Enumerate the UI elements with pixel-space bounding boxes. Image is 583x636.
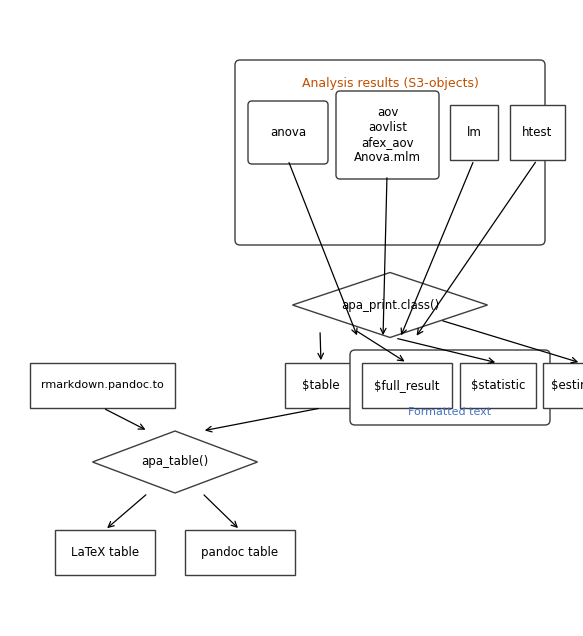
Text: lm: lm	[466, 126, 482, 139]
Text: htest: htest	[522, 126, 553, 139]
Text: $full_result: $full_result	[374, 379, 440, 392]
FancyBboxPatch shape	[336, 91, 439, 179]
FancyBboxPatch shape	[362, 363, 452, 408]
FancyBboxPatch shape	[248, 101, 328, 164]
FancyBboxPatch shape	[510, 105, 565, 160]
Polygon shape	[293, 272, 487, 338]
FancyBboxPatch shape	[55, 530, 155, 575]
FancyBboxPatch shape	[185, 530, 295, 575]
Text: apa_table(): apa_table()	[141, 455, 209, 469]
Text: aov
aovlist
afex_aov
Anova.mlm: aov aovlist afex_aov Anova.mlm	[354, 106, 421, 164]
Text: rmarkdown.pandoc.to: rmarkdown.pandoc.to	[41, 380, 164, 391]
Polygon shape	[93, 431, 258, 493]
FancyBboxPatch shape	[543, 363, 583, 408]
Text: Analysis results (S3-objects): Analysis results (S3-objects)	[301, 76, 479, 90]
FancyBboxPatch shape	[285, 363, 357, 408]
FancyBboxPatch shape	[460, 363, 536, 408]
Text: $table: $table	[302, 379, 340, 392]
FancyBboxPatch shape	[450, 105, 498, 160]
Text: apa_print.class(): apa_print.class()	[341, 298, 439, 312]
FancyBboxPatch shape	[235, 60, 545, 245]
Text: $estimate: $estimate	[551, 379, 583, 392]
Text: Formatted text: Formatted text	[409, 407, 491, 417]
Text: anova: anova	[270, 126, 306, 139]
Text: $statistic: $statistic	[471, 379, 525, 392]
FancyBboxPatch shape	[30, 363, 175, 408]
Text: LaTeX table: LaTeX table	[71, 546, 139, 559]
Text: pandoc table: pandoc table	[202, 546, 279, 559]
FancyBboxPatch shape	[350, 350, 550, 425]
